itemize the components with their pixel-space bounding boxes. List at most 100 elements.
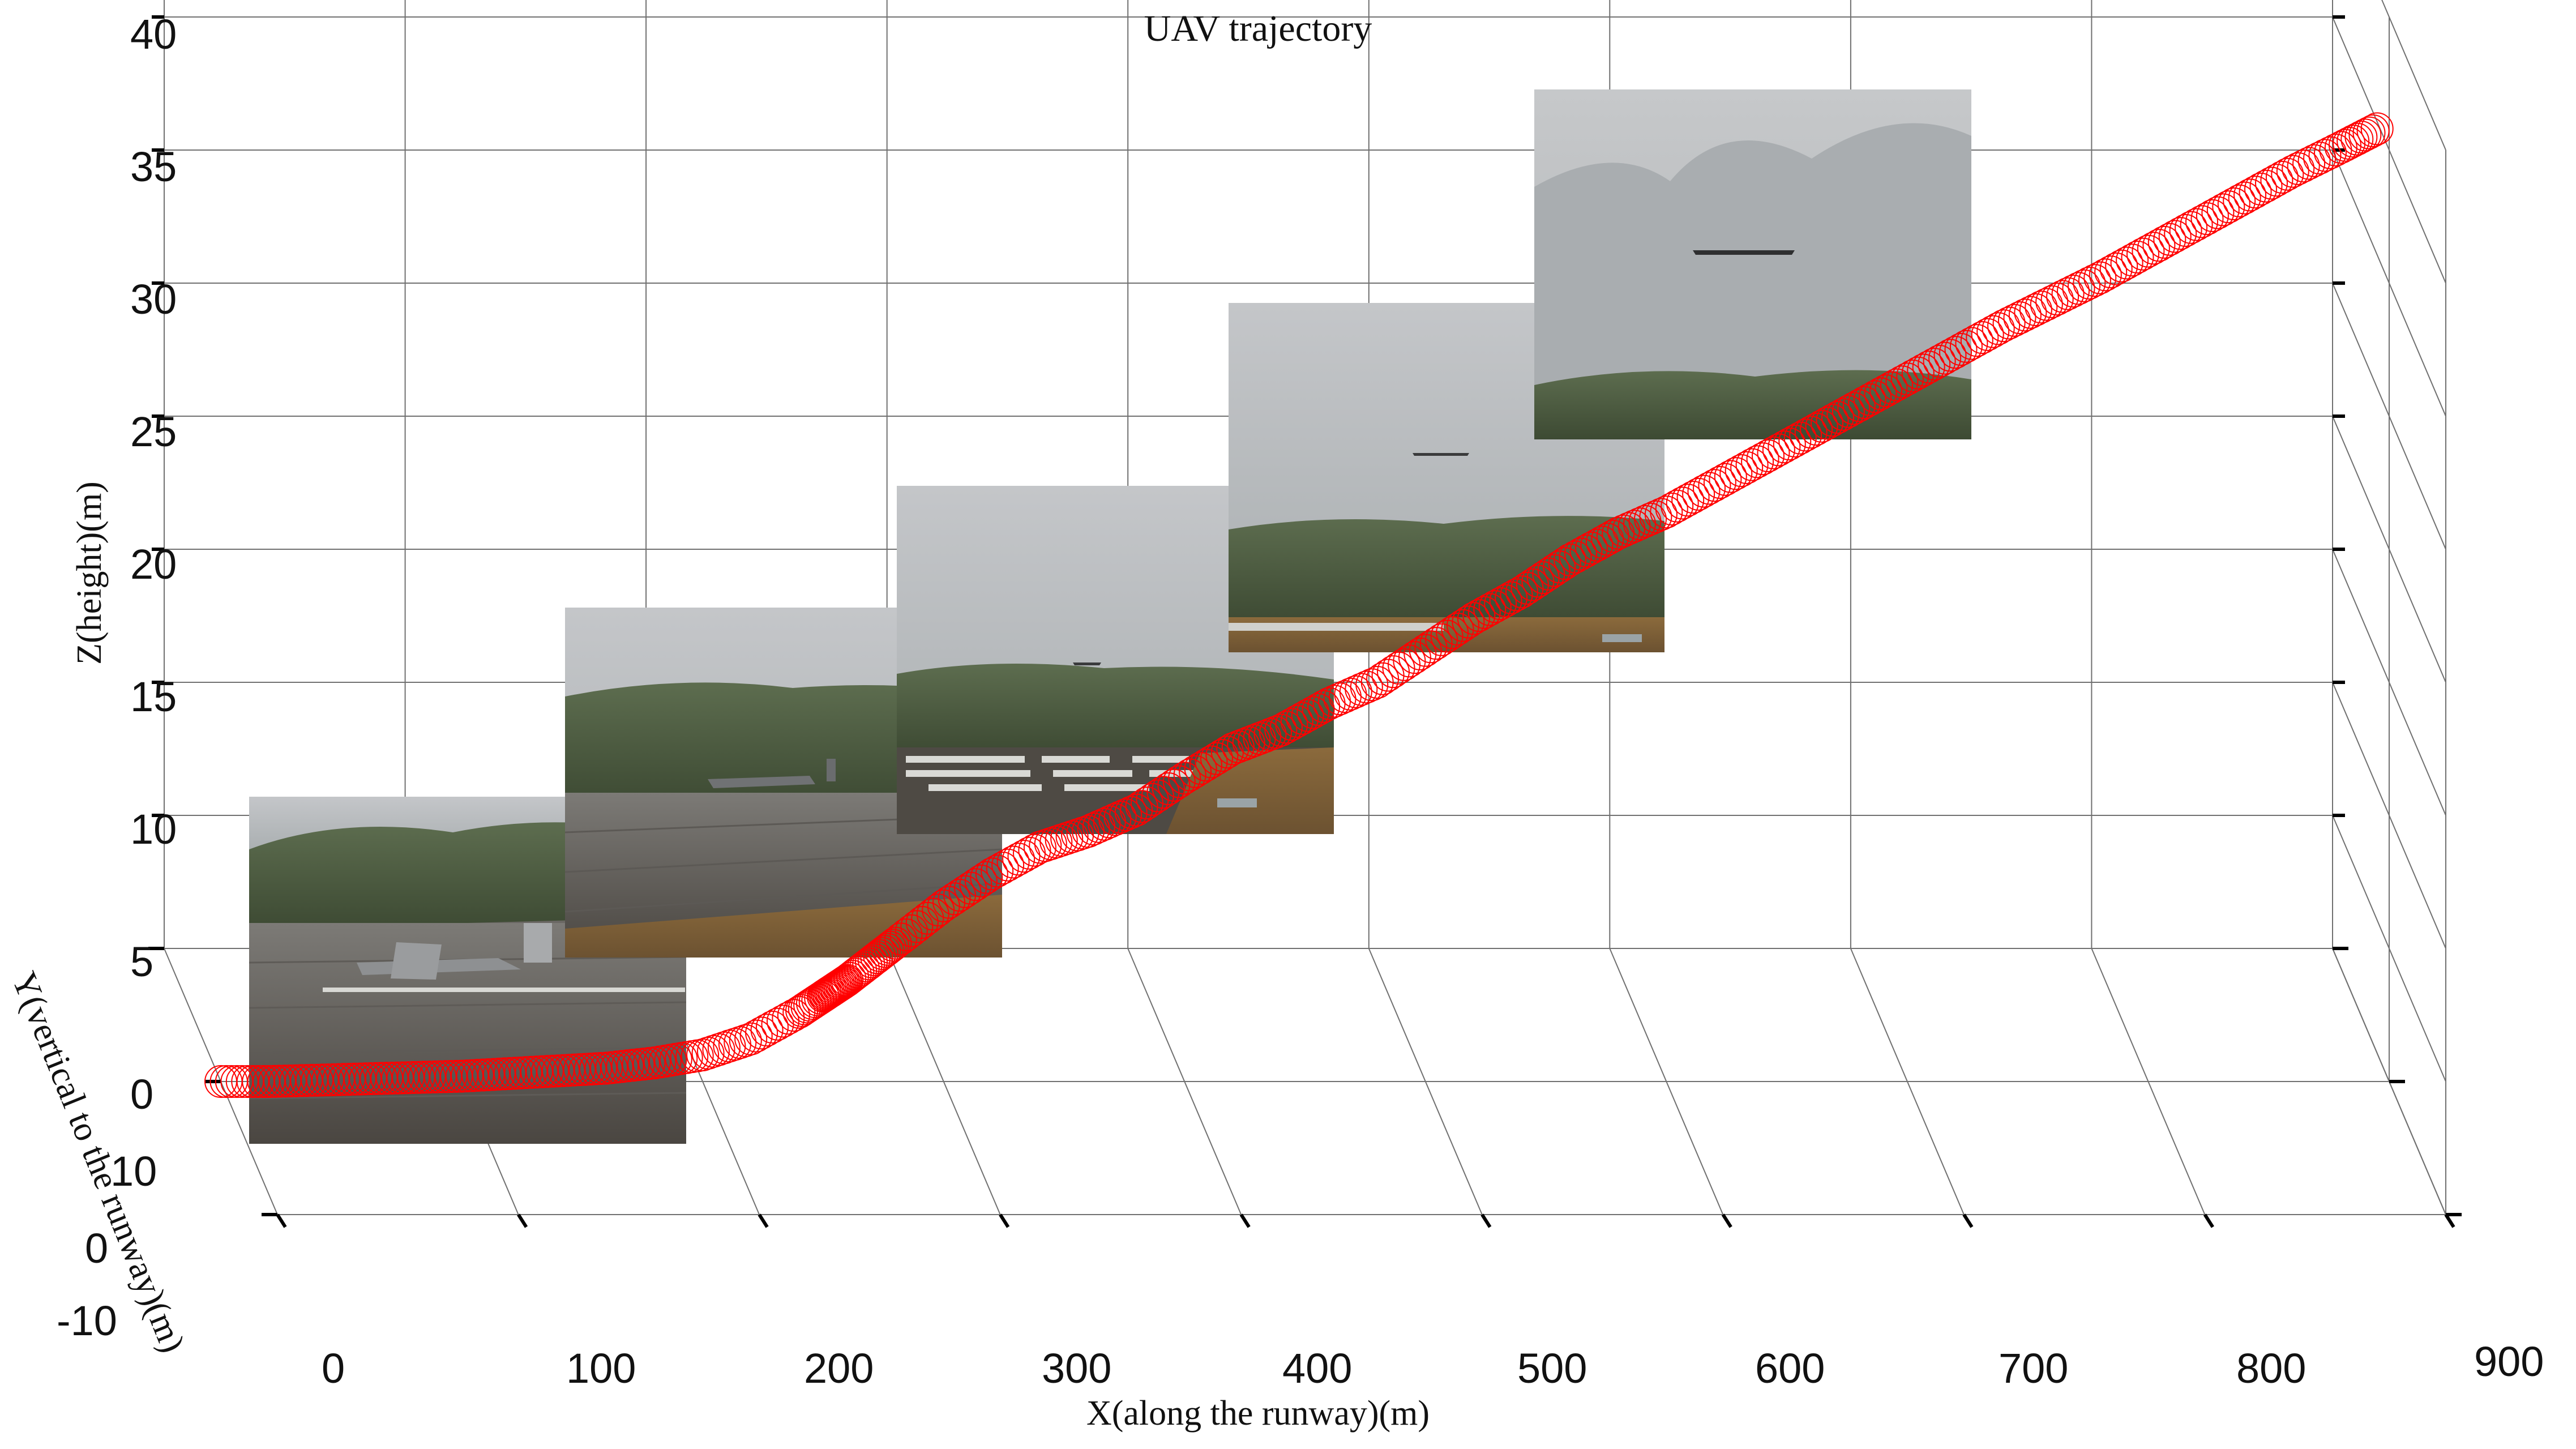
x-tick-mark (276, 1213, 287, 1228)
trajectory-point (975, 857, 1008, 891)
trajectory-point (785, 994, 819, 1027)
trajectory-point (1768, 430, 1801, 464)
trajectory-point (1752, 439, 1785, 472)
trajectory-point (1484, 587, 1517, 621)
trajectory-point (2040, 283, 2074, 316)
trajectory-point (823, 969, 856, 1002)
trajectory-point (2249, 169, 2283, 203)
y-axis-tick-labels: 10 0 -10 (57, 1148, 157, 1344)
trajectory-point (1388, 648, 1420, 681)
trajectory-point (1574, 531, 1608, 565)
trajectory-point (1564, 537, 1597, 571)
trajectory-point (874, 930, 907, 964)
trajectory-point (2169, 214, 2202, 247)
z-tick-label-25: 25 (130, 408, 177, 455)
trajectory-point (1462, 599, 1496, 632)
trajectory-point (943, 879, 976, 912)
trajectory-point (1548, 547, 1581, 580)
trajectory-point (2099, 252, 2133, 285)
x-tick-label-200: 200 (804, 1345, 874, 1392)
trajectory-point (568, 1053, 602, 1086)
trajectory-point (1554, 543, 1587, 576)
trajectory-point (739, 1019, 773, 1053)
trajectory-point (2153, 223, 2186, 256)
trajectory-point (1280, 704, 1313, 738)
trajectory-point (1853, 383, 1886, 416)
x-tick-label-900: 900 (2474, 1338, 2544, 1385)
trajectory-point (1703, 466, 1736, 499)
trajectory-point (981, 854, 1014, 888)
trajectory-point (1141, 779, 1174, 813)
trajectory-point (838, 958, 872, 991)
inset-photo-uav-climbing (1229, 303, 1664, 652)
z-tick-label-30: 30 (130, 276, 177, 323)
trajectory-point (991, 848, 1025, 882)
trajectory-point (2083, 261, 2117, 294)
trajectory-point (863, 939, 896, 972)
trajectory-point (1869, 374, 1903, 408)
trajectory-point (954, 871, 987, 905)
trajectory-point (911, 901, 944, 935)
trajectory-point (2196, 199, 2229, 232)
trajectory-point (2276, 155, 2309, 188)
trajectory-point (1457, 602, 1490, 635)
trajectory-point (1360, 666, 1394, 699)
trajectory-point (1382, 651, 1415, 685)
trajectory-point (1773, 428, 1806, 461)
trajectory-point (849, 949, 883, 982)
trajectory-point (584, 1052, 618, 1085)
trajectory-point (2308, 139, 2342, 172)
trajectory-point (986, 852, 1019, 884)
trajectory-point (905, 906, 939, 939)
trajectory-point (2287, 149, 2320, 183)
trajectory-point (1783, 421, 1817, 455)
trajectory-point (900, 910, 934, 943)
x-tick-label-0: 0 (322, 1345, 345, 1392)
trajectory-point (1419, 627, 1453, 660)
trajectory-point (1007, 840, 1041, 873)
y-tick-label-0: 0 (85, 1225, 108, 1272)
trajectory-point (865, 937, 898, 970)
trajectory-point (996, 845, 1030, 879)
trajectory-point (2019, 293, 2052, 326)
trajectory-point (1676, 481, 1710, 514)
trajectory-point (2057, 275, 2090, 308)
trajectory-point (1971, 318, 2004, 351)
trajectory-point (1655, 493, 1688, 525)
trajectory-point (1885, 365, 1919, 399)
trajectory-point (1714, 460, 1747, 493)
trajectory-point (1982, 312, 2015, 345)
z-tick-label-20: 20 (130, 541, 177, 588)
trajectory-point (948, 875, 982, 908)
trajectory-point (1580, 528, 1614, 562)
y-tick-label-minus-10: -10 (57, 1297, 117, 1344)
trajectory-point (1377, 655, 1410, 689)
trajectory-point (2094, 255, 2128, 289)
x-tick-mark (1721, 1213, 1732, 1228)
trajectory-point (938, 882, 971, 916)
trajectory-point (1596, 520, 1629, 553)
trajectory-point (2185, 205, 2218, 238)
trajectory-point (1355, 668, 1389, 702)
trajectory-point (2126, 237, 2159, 271)
trajectory-point (1291, 699, 1324, 732)
trajectory-point (2025, 290, 2058, 324)
trajectory-point (2271, 157, 2304, 191)
x-tick-mark (1480, 1213, 1492, 1228)
trajectory-point (1859, 380, 1892, 413)
trajectory-point (1393, 644, 1426, 678)
trajectory-point (782, 995, 816, 1029)
trajectory-point (1532, 557, 1565, 591)
trajectory-point (868, 935, 901, 968)
trajectory-point (1200, 742, 1233, 775)
trajectory-point (1730, 451, 1764, 484)
trajectory-point (2314, 136, 2347, 169)
trajectory-point (2212, 190, 2245, 224)
trajectory-point (1837, 392, 1871, 425)
trajectory-point (1912, 351, 1945, 384)
tick-marks (148, 15, 2462, 1228)
trajectory-point (1275, 708, 1308, 741)
trajectory-point (2217, 187, 2250, 220)
x-tick-label-100: 100 (566, 1345, 636, 1392)
